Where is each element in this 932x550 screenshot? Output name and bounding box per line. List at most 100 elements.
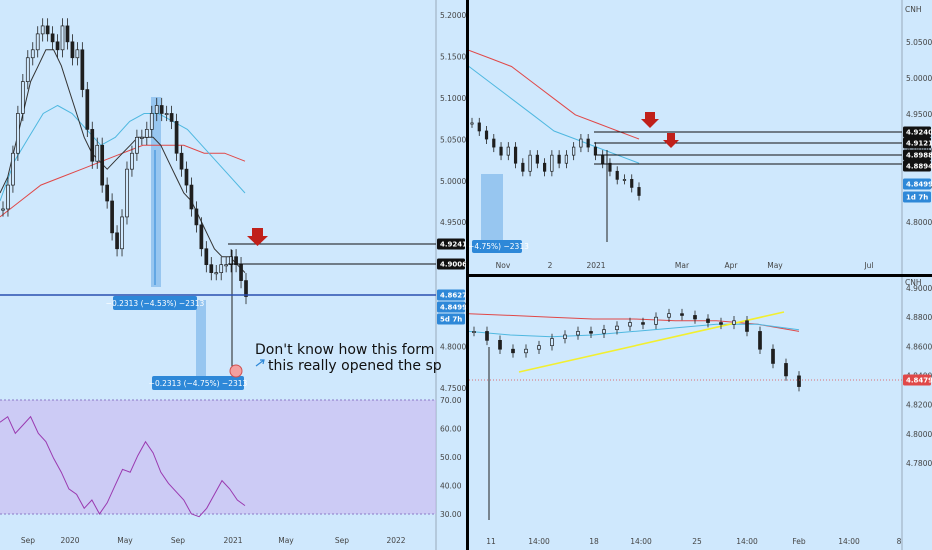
moving-averages (0, 49, 246, 273)
price-label-box-3 (903, 160, 931, 172)
left-y-tick-1: 5.1500 (440, 52, 466, 61)
price-label-4: 4.8499 (906, 181, 932, 189)
left-y-tick-8: 4.8000 (440, 343, 466, 352)
left-candle-30 (149, 113, 154, 130)
candles (470, 117, 641, 201)
left-candle-8 (40, 25, 45, 35)
br-candle-16 (680, 313, 684, 316)
left-x-tick-1: 2020 (60, 536, 79, 545)
left-candle-42 (209, 264, 214, 273)
price-labels: 4.9241 4.9006 4.8627 4.8499 5d 7h (437, 238, 466, 325)
ma-teal-line (0, 104, 246, 202)
price-label-1: 4.9121 (906, 140, 932, 148)
br-x-tick-8: 8 (897, 537, 902, 546)
br-candle-15 (667, 313, 671, 318)
price-label-2: 4.8627 (440, 292, 466, 300)
note-arrow-icon (255, 359, 265, 367)
br-x-tick-4: 25 (692, 537, 702, 546)
br-x-tick-6: Feb (792, 537, 806, 546)
tr-x-tick-5: May (767, 261, 783, 270)
left-candle-6 (30, 49, 35, 59)
left-candle-14 (70, 41, 75, 59)
intraday-chart-svg[interactable]: 4.90004.88004.86004.84004.82004.80004.78… (469, 277, 932, 550)
tr-candle-19 (608, 162, 612, 172)
br-candle-9 (589, 331, 593, 334)
left-x-tick-2: May (117, 536, 133, 545)
measure-label: (−4.75%) −2313 (469, 242, 529, 251)
tr-y-tick-2: 4.9500 (906, 110, 932, 119)
daily-chart-svg[interactable]: 5.2000 5.1500 5.1000 5.0500 5.0000 4.9500 4.90… (0, 0, 466, 550)
left-candle-35 (174, 121, 179, 154)
price-label-5: 1d 7h (906, 194, 928, 202)
rsi-ticks: 70.00 60.00 50.00 40.00 30.00 (440, 396, 462, 519)
left-candle-21 (105, 184, 109, 202)
tr-y-tick-1: 5.0000 (906, 74, 932, 83)
price-label-1: 4.9006 (440, 261, 466, 269)
br-x-tick-2: 18 (589, 537, 599, 546)
left-candle-24 (120, 216, 124, 250)
price-label-4: 5d 7h (440, 316, 462, 324)
measure-shade (481, 174, 503, 240)
br-candle-6 (550, 338, 554, 347)
left-x-tick-4: 2021 (223, 536, 242, 545)
rsi-y-tick-0: 70.00 (440, 396, 462, 405)
currency-label: CNH (905, 5, 922, 14)
br-candle-24 (784, 363, 788, 377)
br-y-tick-2: 4.8600 (906, 342, 932, 351)
left-candle-43 (214, 272, 219, 275)
intraday-chart-pane[interactable]: 4.90004.88004.86004.84004.82004.80004.78… (469, 277, 932, 550)
left-candle-37 (184, 168, 189, 186)
rsi-band (0, 400, 436, 514)
br-candle-8 (576, 331, 580, 336)
tr-candle-16 (586, 138, 590, 148)
tr-candle-9 (535, 154, 539, 164)
tr-candle-12 (557, 154, 561, 164)
daily-chart-pane[interactable]: 5.2000 5.1500 5.1000 5.0500 5.0000 4.9500 4.90… (0, 0, 466, 550)
rsi-polyline (0, 415, 246, 518)
br-y-tick-0: 4.9000 (906, 284, 932, 293)
tr-candle-23 (637, 187, 641, 196)
x-axis-ticks: 11 14:00 18 14:00 25 14:00 Feb 14:00 8 (486, 537, 901, 546)
left-y-tick-3: 5.0500 (440, 135, 466, 144)
left-candle-16 (80, 49, 85, 90)
left-candle-4 (20, 81, 25, 114)
measure-label-2: −0.2313 (−4.75%) −2313 (149, 379, 248, 388)
ma-teal-line (469, 323, 800, 338)
ma-teal-line (469, 66, 640, 164)
tr-candle-13 (564, 154, 568, 164)
br-y-tick-5: 4.8000 (906, 430, 932, 439)
left-y-tick-2: 5.1000 (440, 94, 466, 103)
price-label-2: 4.8988 (906, 152, 932, 160)
left-candle-49 (244, 280, 248, 297)
tr-candle-14 (572, 146, 576, 156)
tr-candle-7 (521, 162, 525, 172)
br-candle-2 (498, 339, 502, 350)
left-candle-15 (75, 49, 80, 59)
left-x-tick-7: 2022 (386, 536, 405, 545)
measure-shade-1 (151, 97, 161, 287)
highlight-circle-icon (229, 364, 243, 378)
left-y-tick-5: 4.9500 (440, 218, 466, 227)
tr-candle-17 (593, 146, 598, 156)
price-label-box-1 (903, 137, 931, 149)
rsi-y-tick-4: 30.00 (440, 510, 462, 519)
left-y-tick-4: 5.0000 (440, 177, 466, 186)
tr-candle-10 (543, 162, 547, 172)
br-candle-13 (641, 322, 645, 325)
left-candle-45 (224, 264, 229, 267)
br-candle-18 (706, 318, 710, 323)
red-arrow-icon (247, 228, 268, 246)
ma-red-line (0, 144, 246, 218)
tr-candle-3 (492, 138, 496, 148)
br-x-tick-5: 14:00 (736, 537, 758, 546)
red-arrow-icon-1 (641, 112, 659, 128)
br-candle-19 (719, 322, 723, 325)
left-candle-22 (110, 200, 114, 234)
price-label-0: 4.9240 (906, 129, 932, 137)
tr-x-tick-1: 2 (548, 261, 553, 270)
left-candle-46 (229, 256, 233, 266)
br-candle-3 (511, 348, 515, 354)
br-candle-4 (524, 348, 528, 354)
